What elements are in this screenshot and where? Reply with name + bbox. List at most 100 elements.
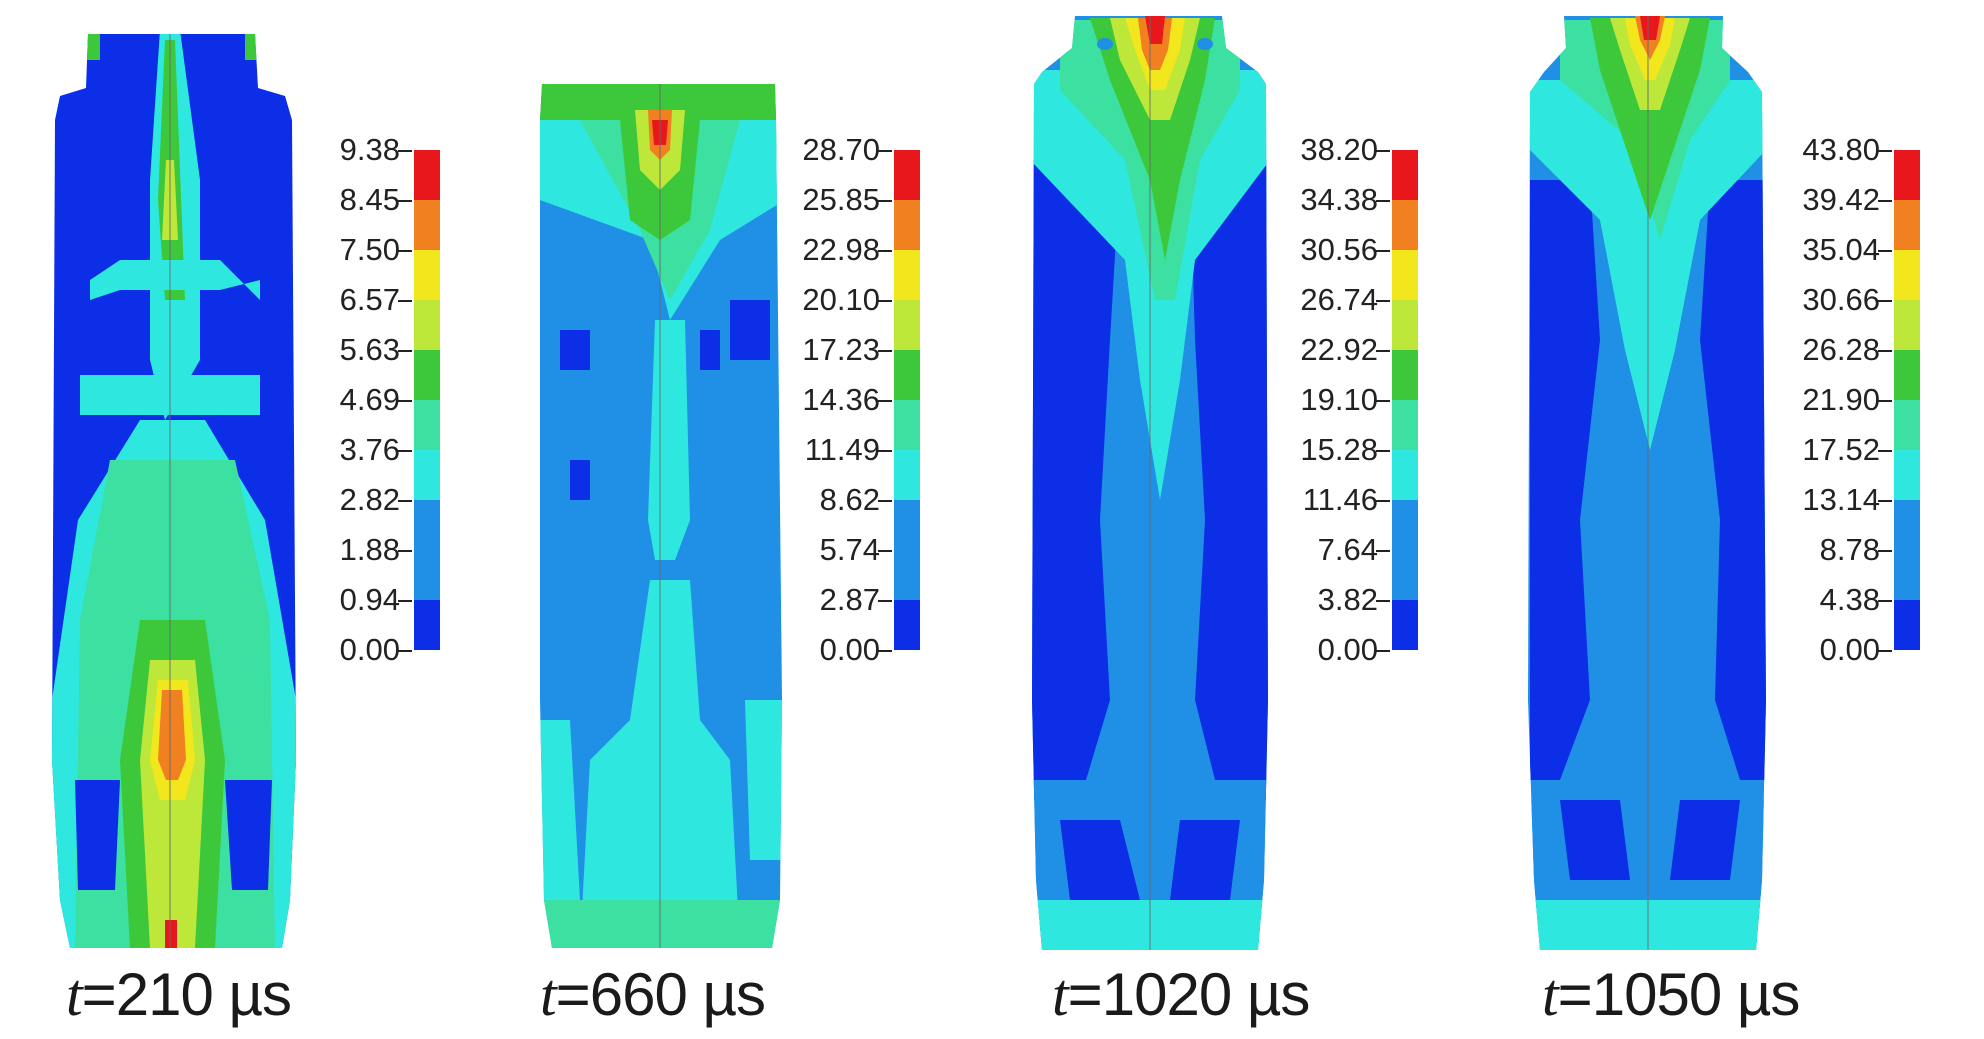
colorbar-segment <box>1392 600 1418 650</box>
colorbar-tick <box>1376 300 1390 302</box>
colorbar-segment <box>1894 350 1920 400</box>
colorbar-tick <box>398 200 412 202</box>
colorbar-segment <box>894 450 920 500</box>
colorbar-tick <box>878 550 892 552</box>
colorbar-segment <box>414 150 440 200</box>
colorbar-tick <box>878 600 892 602</box>
colorbar-tick <box>398 550 412 552</box>
colorbar-tick-label: 8.78 <box>1819 532 1880 567</box>
caption-1: t=210 µs <box>66 960 292 1030</box>
colorbar-segment <box>1392 150 1418 200</box>
colorbar-segment <box>1392 400 1418 450</box>
colorbar-segment <box>1894 400 1920 450</box>
colorbar-segment <box>1392 550 1418 600</box>
colorbar-segment <box>894 150 920 200</box>
colorbar-tick <box>398 500 412 502</box>
colorbar-tick-label: 3.76 <box>339 432 400 467</box>
colorbar-segment <box>414 300 440 350</box>
colorbar-tick-label: 4.38 <box>1819 582 1880 617</box>
colorbar-segment <box>1392 350 1418 400</box>
colorbar-tick-label: 11.49 <box>804 432 880 467</box>
caption-2: t=660 µs <box>540 960 766 1030</box>
caption-variable: t <box>1542 962 1559 1028</box>
colorbar-tick-label: 7.50 <box>339 232 400 267</box>
colorbar-segment <box>894 350 920 400</box>
contour-body-3 <box>1032 16 1268 950</box>
colorbar-segment <box>894 250 920 300</box>
colorbar-segment <box>1894 550 1920 600</box>
colorbar-segment <box>894 500 920 550</box>
colorbar-tick-label: 7.64 <box>1317 532 1378 567</box>
colorbar-tick-label: 0.94 <box>339 582 400 617</box>
panel-3: 38.20 34.38 30.56 26.74 22.92 19.10 15.28 11.46… <box>1000 0 1490 1039</box>
colorbar-tick <box>878 400 892 402</box>
colorbar-segment <box>894 400 920 450</box>
colorbar-tick-label: 2.82 <box>339 482 400 517</box>
colorbar-tick-label: 8.62 <box>819 482 880 517</box>
colorbar-tick <box>1878 500 1892 502</box>
colorbar-tick <box>1878 600 1892 602</box>
colorbar-tick-label: 22.98 <box>802 232 880 267</box>
colorbar-tick-label: 26.28 <box>1802 332 1880 367</box>
colorbar-tick <box>878 350 892 352</box>
colorbar-4: 43.80 39.42 35.04 30.66 26.28 21.90 17.52 13.14… <box>1790 133 1950 680</box>
colorbar-tick <box>1878 200 1892 202</box>
colorbar-tick <box>1376 500 1390 502</box>
colorbar-tick <box>398 400 412 402</box>
colorbar-tick <box>398 650 412 652</box>
colorbar-tick-label: 4.69 <box>339 382 400 417</box>
contour-body-4 <box>1528 16 1766 950</box>
colorbar-segment <box>1894 150 1920 200</box>
colorbar-tick <box>1878 550 1892 552</box>
colorbar-tick <box>1376 550 1390 552</box>
caption-value: =210 µs <box>81 961 292 1028</box>
colorbar-tick-label: 2.87 <box>819 582 880 617</box>
colorbar-segment <box>414 250 440 300</box>
colorbar-tick-label: 26.74 <box>1300 282 1378 317</box>
colorbar-tick-label: 0.00 <box>1317 632 1378 667</box>
colorbar-segment <box>1392 500 1418 550</box>
colorbar-tick-label: 28.70 <box>802 132 880 167</box>
colorbar-tick-label: 5.63 <box>339 332 400 367</box>
colorbar-tick <box>398 150 412 152</box>
caption-3: t=1020 µs <box>1052 960 1310 1030</box>
colorbar-segment <box>1894 300 1920 350</box>
colorbar-tick-label: 39.42 <box>1802 182 1880 217</box>
colorbar-tick <box>1878 250 1892 252</box>
colorbar-segment <box>894 200 920 250</box>
colorbar-2: 28.70 25.85 22.98 20.10 17.23 14.36 11.49 8.62 5… <box>790 133 950 680</box>
colorbar-segment <box>414 600 440 650</box>
colorbar-tick <box>878 200 892 202</box>
colorbar-segment <box>414 400 440 450</box>
colorbar-segment <box>414 550 440 600</box>
colorbar-tick-label: 1.88 <box>339 532 400 567</box>
colorbar-tick-label: 11.46 <box>1302 482 1378 517</box>
panel-1: 9.38 8.45 7.50 6.57 5.63 4.69 3.76 2.82 1.88 0.94… <box>0 0 480 1039</box>
colorbar-3: 38.20 34.38 30.56 26.74 22.92 19.10 15.28 11.46… <box>1288 133 1448 680</box>
colorbar-tick <box>1376 450 1390 452</box>
colorbar-segment <box>1392 450 1418 500</box>
contour-body-1 <box>52 34 296 948</box>
colorbar-tick-label: 43.80 <box>1802 132 1880 167</box>
colorbar-tick-label: 6.57 <box>339 282 400 317</box>
colorbar-tick <box>1376 200 1390 202</box>
colorbar-segment <box>414 500 440 550</box>
colorbar-segment <box>1894 450 1920 500</box>
colorbar-tick <box>1376 150 1390 152</box>
colorbar-tick-label: 15.28 <box>1300 432 1378 467</box>
colorbar-tick-label: 0.00 <box>819 632 880 667</box>
colorbar-tick-label: 30.56 <box>1300 232 1378 267</box>
colorbar-tick <box>398 450 412 452</box>
colorbar-tick <box>878 300 892 302</box>
colorbar-tick-label: 20.10 <box>802 282 880 317</box>
colorbar-segment <box>894 600 920 650</box>
colorbar-tick-label: 5.74 <box>819 532 880 567</box>
caption-variable: t <box>1052 962 1069 1028</box>
colorbar-tick-label: 0.00 <box>339 632 400 667</box>
colorbar-tick-label: 17.52 <box>1802 432 1880 467</box>
colorbar-tick-label: 8.45 <box>339 182 400 217</box>
colorbar-tick-label: 35.04 <box>1802 232 1880 267</box>
colorbar-tick-label: 38.20 <box>1300 132 1378 167</box>
colorbar-tick <box>878 150 892 152</box>
